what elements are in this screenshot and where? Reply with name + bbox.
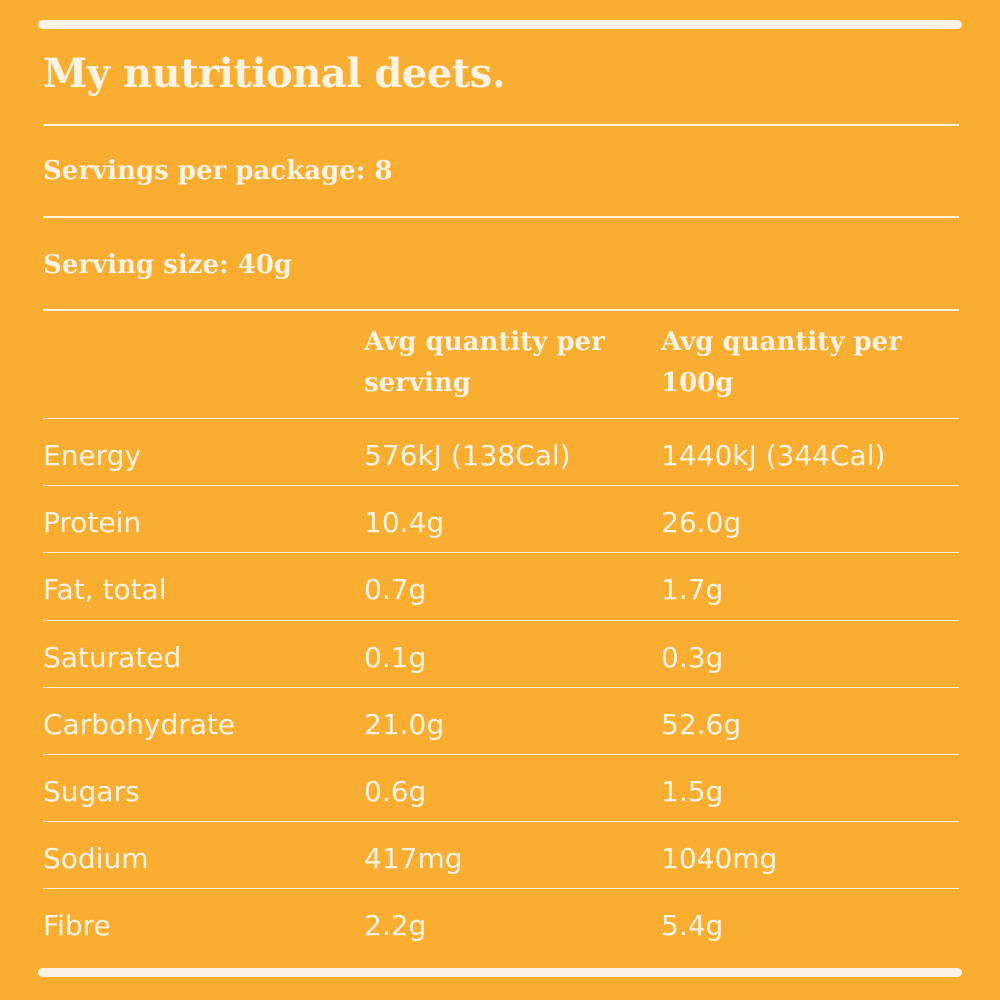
nutrient-name: Fibre xyxy=(43,909,111,942)
per-serving-value: 576kJ (138Cal) xyxy=(364,439,571,472)
serving-size: Serving size: 40g xyxy=(43,250,292,280)
top-border xyxy=(38,20,962,29)
panel-title: My nutritional deets. xyxy=(43,50,506,97)
per-serving-value: 0.7g xyxy=(364,573,427,606)
per-100g-value: 1.5g xyxy=(661,775,724,808)
nutrient-name: Sugars xyxy=(43,775,140,808)
nutrient-name: Energy xyxy=(43,439,142,472)
per-serving-value: 2.2g xyxy=(364,909,427,942)
per-100g-value: 52.6g xyxy=(661,708,742,741)
per-serving-value: 0.1g xyxy=(364,641,427,674)
servings-per-package: Servings per package: 8 xyxy=(43,156,393,186)
per-100g-value: 1440kJ (344Cal) xyxy=(661,439,886,472)
per-100g-value: 1.7g xyxy=(661,573,724,606)
nutrient-name: Saturated xyxy=(43,641,182,674)
column-header-per-serving: Avg quantity per serving xyxy=(364,327,605,398)
divider xyxy=(43,309,959,311)
per-100g-value: 26.0g xyxy=(661,506,742,539)
column-header-per-100g: Avg quantity per 100g xyxy=(661,327,902,398)
per-serving-value: 10.4g xyxy=(364,506,445,539)
row-divider xyxy=(43,888,959,889)
per-serving-value: 417mg xyxy=(364,842,463,875)
nutrient-name: Sodium xyxy=(43,842,149,875)
nutrient-name: Carbohydrate xyxy=(43,708,236,741)
nutrient-name: Fat, total xyxy=(43,573,167,606)
row-divider xyxy=(43,620,959,621)
row-divider xyxy=(43,485,959,486)
per-serving-value: 21.0g xyxy=(364,708,445,741)
per-100g-value: 1040mg xyxy=(661,842,778,875)
divider xyxy=(43,124,959,126)
bottom-border xyxy=(38,968,962,977)
per-serving-value: 0.6g xyxy=(364,775,427,808)
row-divider xyxy=(43,821,959,822)
per-100g-value: 5.4g xyxy=(661,909,724,942)
row-divider xyxy=(43,418,959,419)
row-divider xyxy=(43,754,959,755)
per-100g-value: 0.3g xyxy=(661,641,724,674)
nutrient-name: Protein xyxy=(43,506,142,539)
row-divider xyxy=(43,687,959,688)
divider xyxy=(43,216,959,218)
row-divider xyxy=(43,552,959,553)
